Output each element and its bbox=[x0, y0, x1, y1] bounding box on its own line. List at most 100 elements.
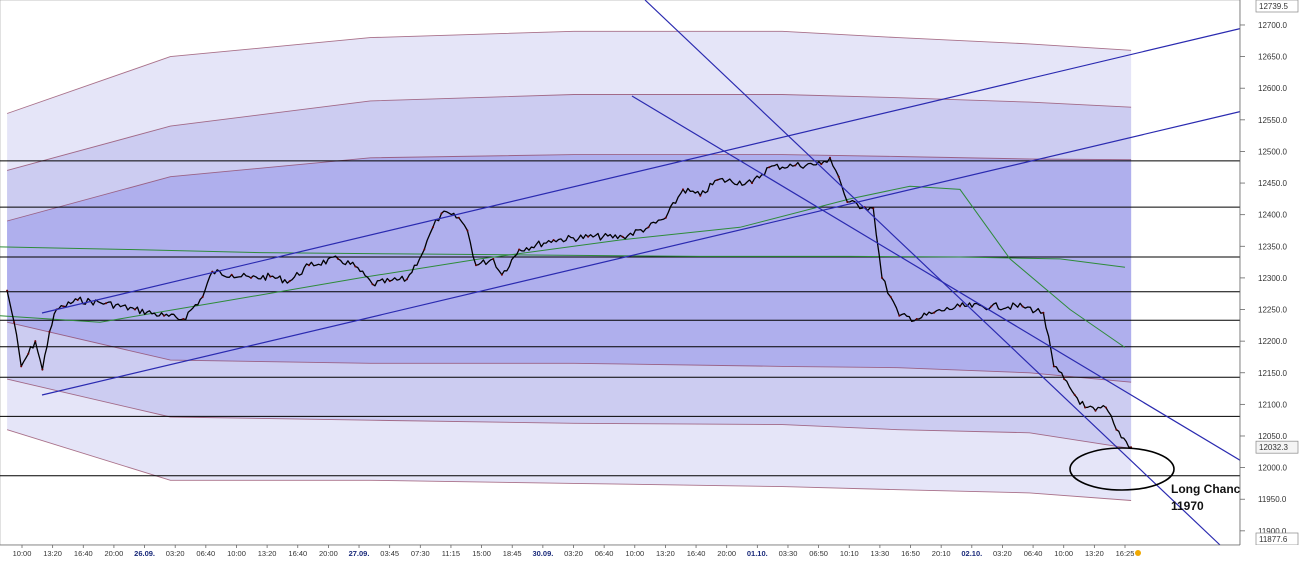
price-point bbox=[201, 295, 204, 298]
y-extreme-box bbox=[1255, 0, 1299, 13]
y-tick-label: 11950.0 bbox=[1258, 495, 1287, 504]
price-point bbox=[990, 305, 993, 308]
last-price-box bbox=[1255, 440, 1299, 454]
price-point bbox=[308, 264, 310, 267]
price-point bbox=[269, 275, 272, 278]
price-point bbox=[475, 264, 477, 267]
price-point bbox=[62, 305, 65, 308]
band-2-lower-edge bbox=[6, 378, 1132, 450]
price-point bbox=[41, 368, 44, 371]
x-tick-label: 03:30 bbox=[779, 549, 798, 558]
price-point bbox=[1115, 428, 1118, 431]
y-tick-label: 12650.0 bbox=[1258, 53, 1287, 62]
x-tick-label: 03:20 bbox=[564, 549, 583, 558]
price-point bbox=[872, 207, 875, 210]
price-point bbox=[182, 318, 185, 320]
trendlines bbox=[41, 0, 1269, 546]
price-point bbox=[1073, 393, 1076, 396]
y-tick-label: 12500.0 bbox=[1258, 147, 1287, 156]
x-date-label: 01.10. bbox=[747, 549, 768, 558]
price-point bbox=[48, 330, 51, 333]
price-point bbox=[466, 229, 469, 232]
y-tick-label: 12700.0 bbox=[1258, 21, 1287, 30]
last-price-label: 12032.3 bbox=[1259, 443, 1288, 452]
price-series bbox=[6, 156, 1133, 449]
x-tick-label: 07:30 bbox=[411, 549, 430, 558]
price-point bbox=[933, 311, 935, 314]
price-point bbox=[1021, 305, 1024, 308]
price-point bbox=[34, 340, 37, 343]
x-tick-label: 20:00 bbox=[105, 549, 124, 558]
y-axis: 11900.0 11950.0 12000.0 12050.0 12100.0 12150… bbox=[1239, 0, 1300, 546]
y-tick-label: 12600.0 bbox=[1258, 84, 1287, 93]
price-point bbox=[440, 212, 443, 215]
x-tick-label: 16:25 bbox=[1116, 549, 1135, 558]
y-tick-label: 12550.0 bbox=[1258, 116, 1287, 125]
target-circle bbox=[1069, 447, 1175, 491]
price-point bbox=[500, 273, 503, 276]
price-point bbox=[682, 188, 684, 191]
x-tick-label: 13:30 bbox=[871, 549, 890, 558]
price-point bbox=[846, 201, 849, 203]
price-point bbox=[76, 299, 79, 301]
price-point bbox=[518, 248, 521, 251]
x-tick-label: 13:20 bbox=[656, 549, 675, 558]
price-point bbox=[105, 302, 107, 305]
price-point bbox=[751, 182, 753, 185]
y-tick-label: 12400.0 bbox=[1258, 211, 1287, 220]
band-1-lower-edge bbox=[6, 429, 1132, 501]
trendline-3[interactable] bbox=[644, 0, 1221, 546]
price-point bbox=[829, 156, 831, 159]
x-tick-label: 13:20 bbox=[1085, 549, 1104, 558]
x-tick-label: 15:00 bbox=[472, 549, 491, 558]
x-tick-label: 06:40 bbox=[196, 549, 215, 558]
trendline-1[interactable] bbox=[41, 21, 1269, 314]
trendline-2[interactable] bbox=[41, 104, 1269, 396]
x-tick-label: 06:40 bbox=[1024, 549, 1043, 558]
band-2-upper-edge bbox=[6, 94, 1132, 171]
y-tick-label: 12200.0 bbox=[1258, 337, 1287, 346]
price-point bbox=[230, 273, 233, 276]
x-tick-label: 13:20 bbox=[43, 549, 62, 558]
y-extreme-label: 11877.6 bbox=[1259, 535, 1288, 544]
x-tick-label: 03:20 bbox=[993, 549, 1012, 558]
x-tick-label: 10:10 bbox=[840, 549, 859, 558]
y-tick-label: 12450.0 bbox=[1258, 179, 1287, 188]
y-tick-label: 11900.0 bbox=[1258, 527, 1287, 536]
price-point bbox=[1084, 406, 1087, 409]
band-3-upper-edge bbox=[6, 154, 1132, 222]
x-axis-panel bbox=[0, 545, 1300, 561]
price-point bbox=[457, 216, 460, 219]
trendline-4[interactable] bbox=[631, 95, 1269, 478]
price-point bbox=[1094, 409, 1097, 412]
x-tick-label: 10:00 bbox=[13, 549, 32, 558]
band-3 bbox=[7, 154, 1132, 383]
price-point bbox=[621, 235, 624, 238]
x-tick-label: 16:40 bbox=[74, 549, 93, 558]
price-point bbox=[6, 289, 9, 292]
price-point bbox=[1063, 378, 1066, 381]
price-point bbox=[837, 175, 840, 178]
x-date-label: 02.10. bbox=[961, 549, 982, 558]
price-point bbox=[1052, 365, 1055, 368]
price-point bbox=[898, 314, 901, 317]
price-point bbox=[820, 163, 823, 166]
y-tick-label: 12300.0 bbox=[1258, 274, 1287, 283]
price-point bbox=[1042, 311, 1045, 314]
x-axis: 10:00 13:20 16:40 20:00 26.09. 03:20 06:40 10:0… bbox=[0, 544, 1300, 561]
price-point bbox=[431, 226, 434, 229]
horizontal-levels bbox=[0, 160, 1240, 477]
moving-average-2 bbox=[0, 185, 1126, 348]
price-point bbox=[337, 257, 339, 260]
price-point bbox=[371, 283, 374, 286]
x-tick-label: 10:00 bbox=[227, 549, 246, 558]
price-point bbox=[250, 276, 252, 279]
y-extreme-label: 12739.5 bbox=[1259, 2, 1288, 11]
price-point bbox=[716, 178, 719, 181]
price-point bbox=[423, 248, 426, 251]
x-tick-label: 06:40 bbox=[595, 549, 614, 558]
y-tick-label: 12250.0 bbox=[1258, 306, 1287, 315]
price-point bbox=[1104, 406, 1107, 409]
x-tick-label: 06:50 bbox=[809, 549, 828, 558]
